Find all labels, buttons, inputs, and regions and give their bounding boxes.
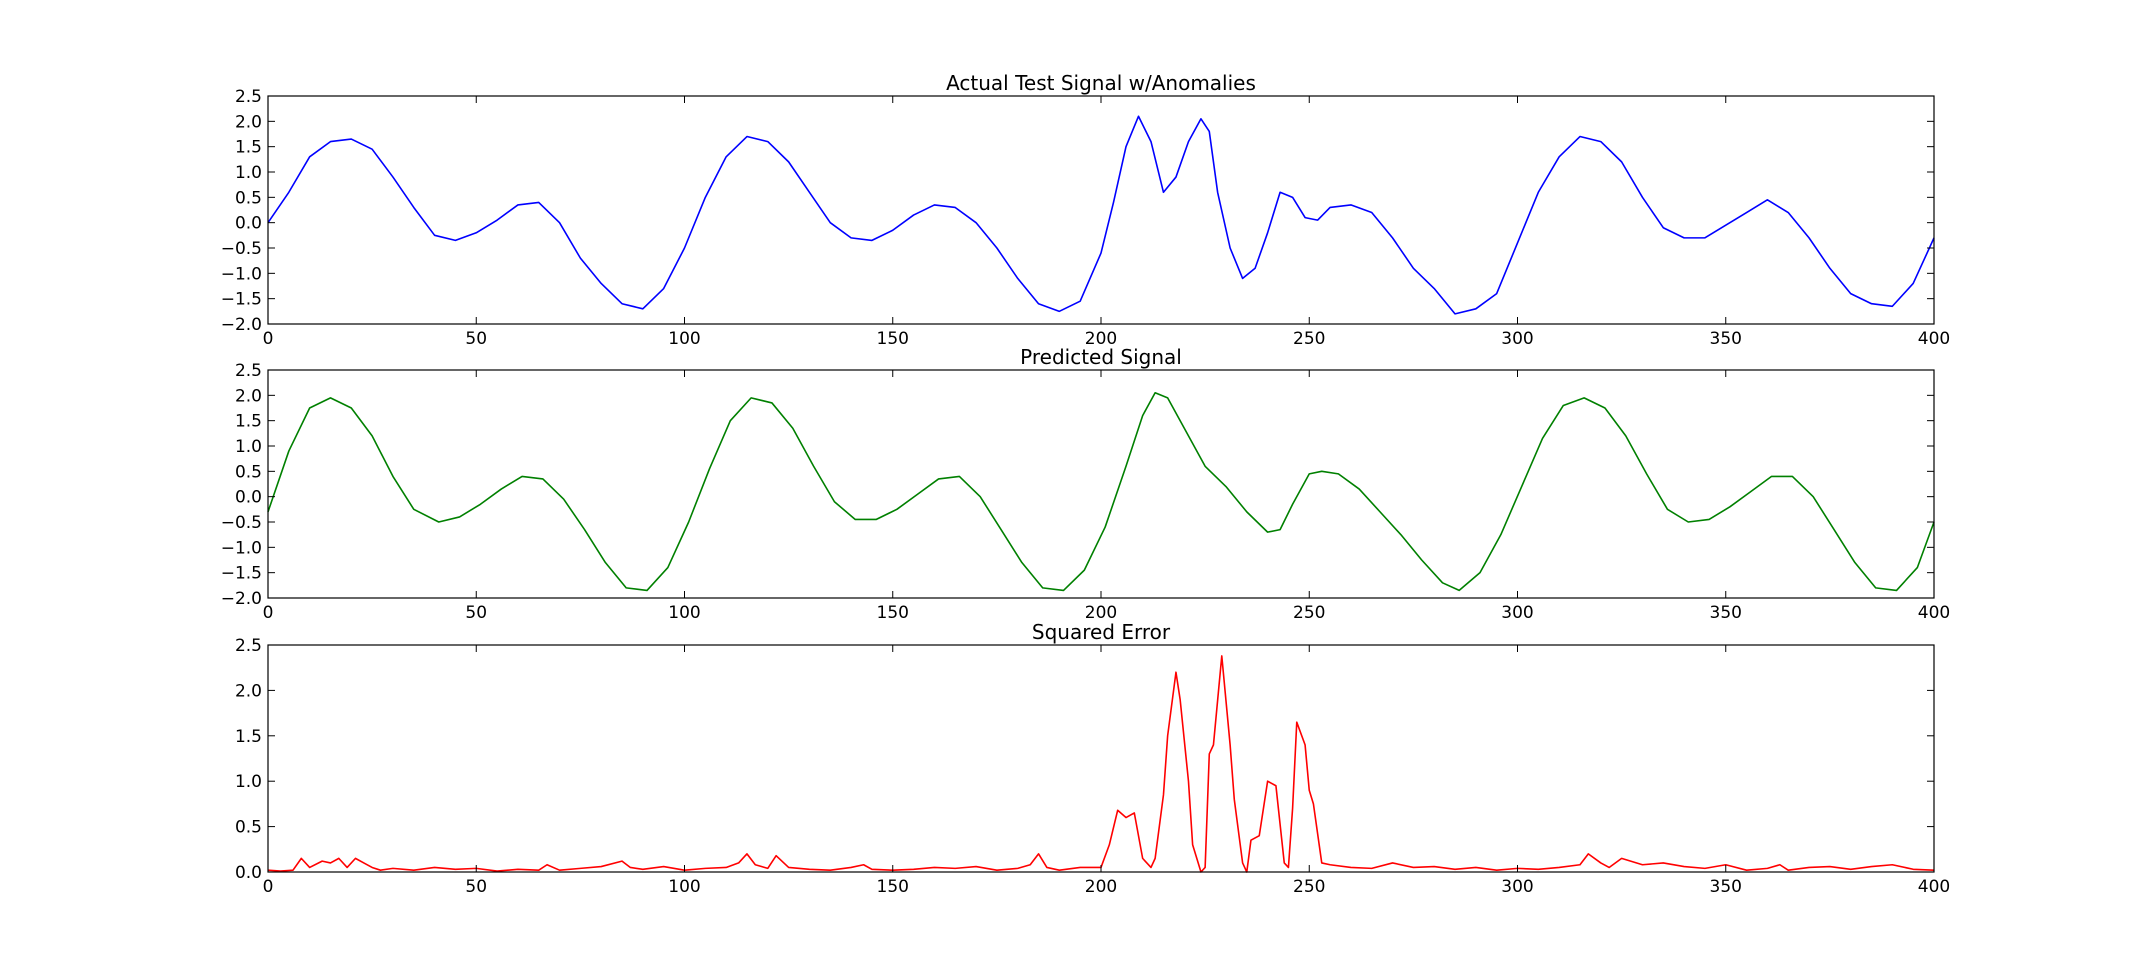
predicted-signal-xtick-label: 150 [877, 603, 909, 623]
actual-signal-ytick-label: −2.0 [221, 315, 262, 335]
squared-error-ytick-label: 0.5 [235, 818, 262, 838]
actual-signal-xtick-label: 350 [1710, 329, 1742, 349]
squared-error-series-line [267, 655, 1935, 873]
squared-error-xtick-label: 50 [465, 877, 487, 897]
predicted-signal-ytick-label: 0.0 [235, 488, 262, 508]
squared-error-ytick-label: 1.0 [235, 772, 262, 792]
actual-signal-ytick-label: 1.5 [235, 138, 262, 158]
actual-signal-ytick-label: 0.5 [235, 188, 262, 208]
predicted-signal-ytick-label: −1.5 [221, 564, 262, 584]
actual-signal-xtick-label: 50 [465, 329, 487, 349]
predicted-signal-xtick-label: 300 [1501, 603, 1533, 623]
predicted-signal-xtick-label: 50 [465, 603, 487, 623]
predicted-signal-ytick-label: −0.5 [221, 513, 262, 533]
squared-error-xtick-label: 150 [877, 877, 909, 897]
actual-signal-ytick-label: −1.5 [221, 290, 262, 310]
actual-signal-ytick-label: 0.0 [235, 214, 262, 234]
squared-error-ytick-label: 1.5 [235, 727, 262, 747]
predicted-signal-xtick-label: 0 [263, 603, 274, 623]
squared-error-xtick-label: 100 [668, 877, 700, 897]
predicted-signal-xtick-label: 250 [1293, 603, 1325, 623]
squared-error-xtick-label: 300 [1501, 877, 1533, 897]
actual-signal-xtick-label: 400 [1918, 329, 1950, 349]
predicted-signal-panel: Predicted Signal 0 50 100 150 200 250 300 350 40… [221, 345, 1951, 623]
squared-error-title: Squared Error [1032, 620, 1171, 644]
squared-error-xtick-label: 250 [1293, 877, 1325, 897]
squared-error-xtick-label: 350 [1710, 877, 1742, 897]
predicted-signal-xtick-label: 400 [1918, 603, 1950, 623]
actual-signal-ytick-label: −1.0 [221, 264, 262, 284]
actual-signal-ytick-label: −0.5 [221, 239, 262, 259]
predicted-signal-ytick-label: −2.0 [221, 589, 262, 609]
predicted-signal-ytick-label: 0.5 [235, 462, 262, 482]
predicted-signal-xtick-label: 100 [668, 603, 700, 623]
actual-signal-xtick-label: 100 [668, 329, 700, 349]
actual-signal-xtick-label: 150 [877, 329, 909, 349]
squared-error-xtick-label: 0 [263, 877, 274, 897]
predicted-signal-title: Predicted Signal [1020, 345, 1182, 369]
actual-signal-series-line [267, 115, 1935, 315]
squared-error-ytick-label: 2.0 [235, 681, 262, 701]
predicted-signal-series-line [267, 391, 1935, 592]
actual-signal-ytick-label: 2.5 [235, 87, 262, 107]
squared-error-xtick-label: 400 [1918, 877, 1950, 897]
predicted-signal-xtick-label: 350 [1710, 603, 1742, 623]
actual-signal-ytick-label: 2.0 [235, 112, 262, 132]
actual-signal-ytick-label: 1.0 [235, 163, 262, 183]
squared-error-ytick-label: 2.5 [235, 636, 262, 656]
squared-error-panel: Squared Error 0 50 100 150 200 250 300 350 400 2.… [235, 620, 1950, 897]
predicted-signal-ytick-label: 2.0 [235, 386, 262, 406]
actual-signal-xtick-label: 250 [1293, 329, 1325, 349]
actual-signal-xtick-label: 200 [1085, 329, 1117, 349]
predicted-signal-ytick-label: −1.0 [221, 538, 262, 558]
predicted-signal-xtick-label: 200 [1085, 603, 1117, 623]
squared-error-ytick-label: 0.0 [235, 863, 262, 883]
actual-signal-xtick-label: 0 [263, 329, 274, 349]
actual-signal-title: Actual Test Signal w/Anomalies [946, 71, 1256, 95]
predicted-signal-ytick-label: 1.0 [235, 437, 262, 457]
actual-signal-xtick-label: 300 [1501, 329, 1533, 349]
actual-signal-panel: Actual Test Signal w/Anomalies 0 50 100 150… [221, 71, 1951, 349]
predicted-signal-ytick-label: 2.5 [235, 361, 262, 381]
predicted-signal-ytick-label: 1.5 [235, 412, 262, 432]
squared-error-xtick-label: 200 [1085, 877, 1117, 897]
